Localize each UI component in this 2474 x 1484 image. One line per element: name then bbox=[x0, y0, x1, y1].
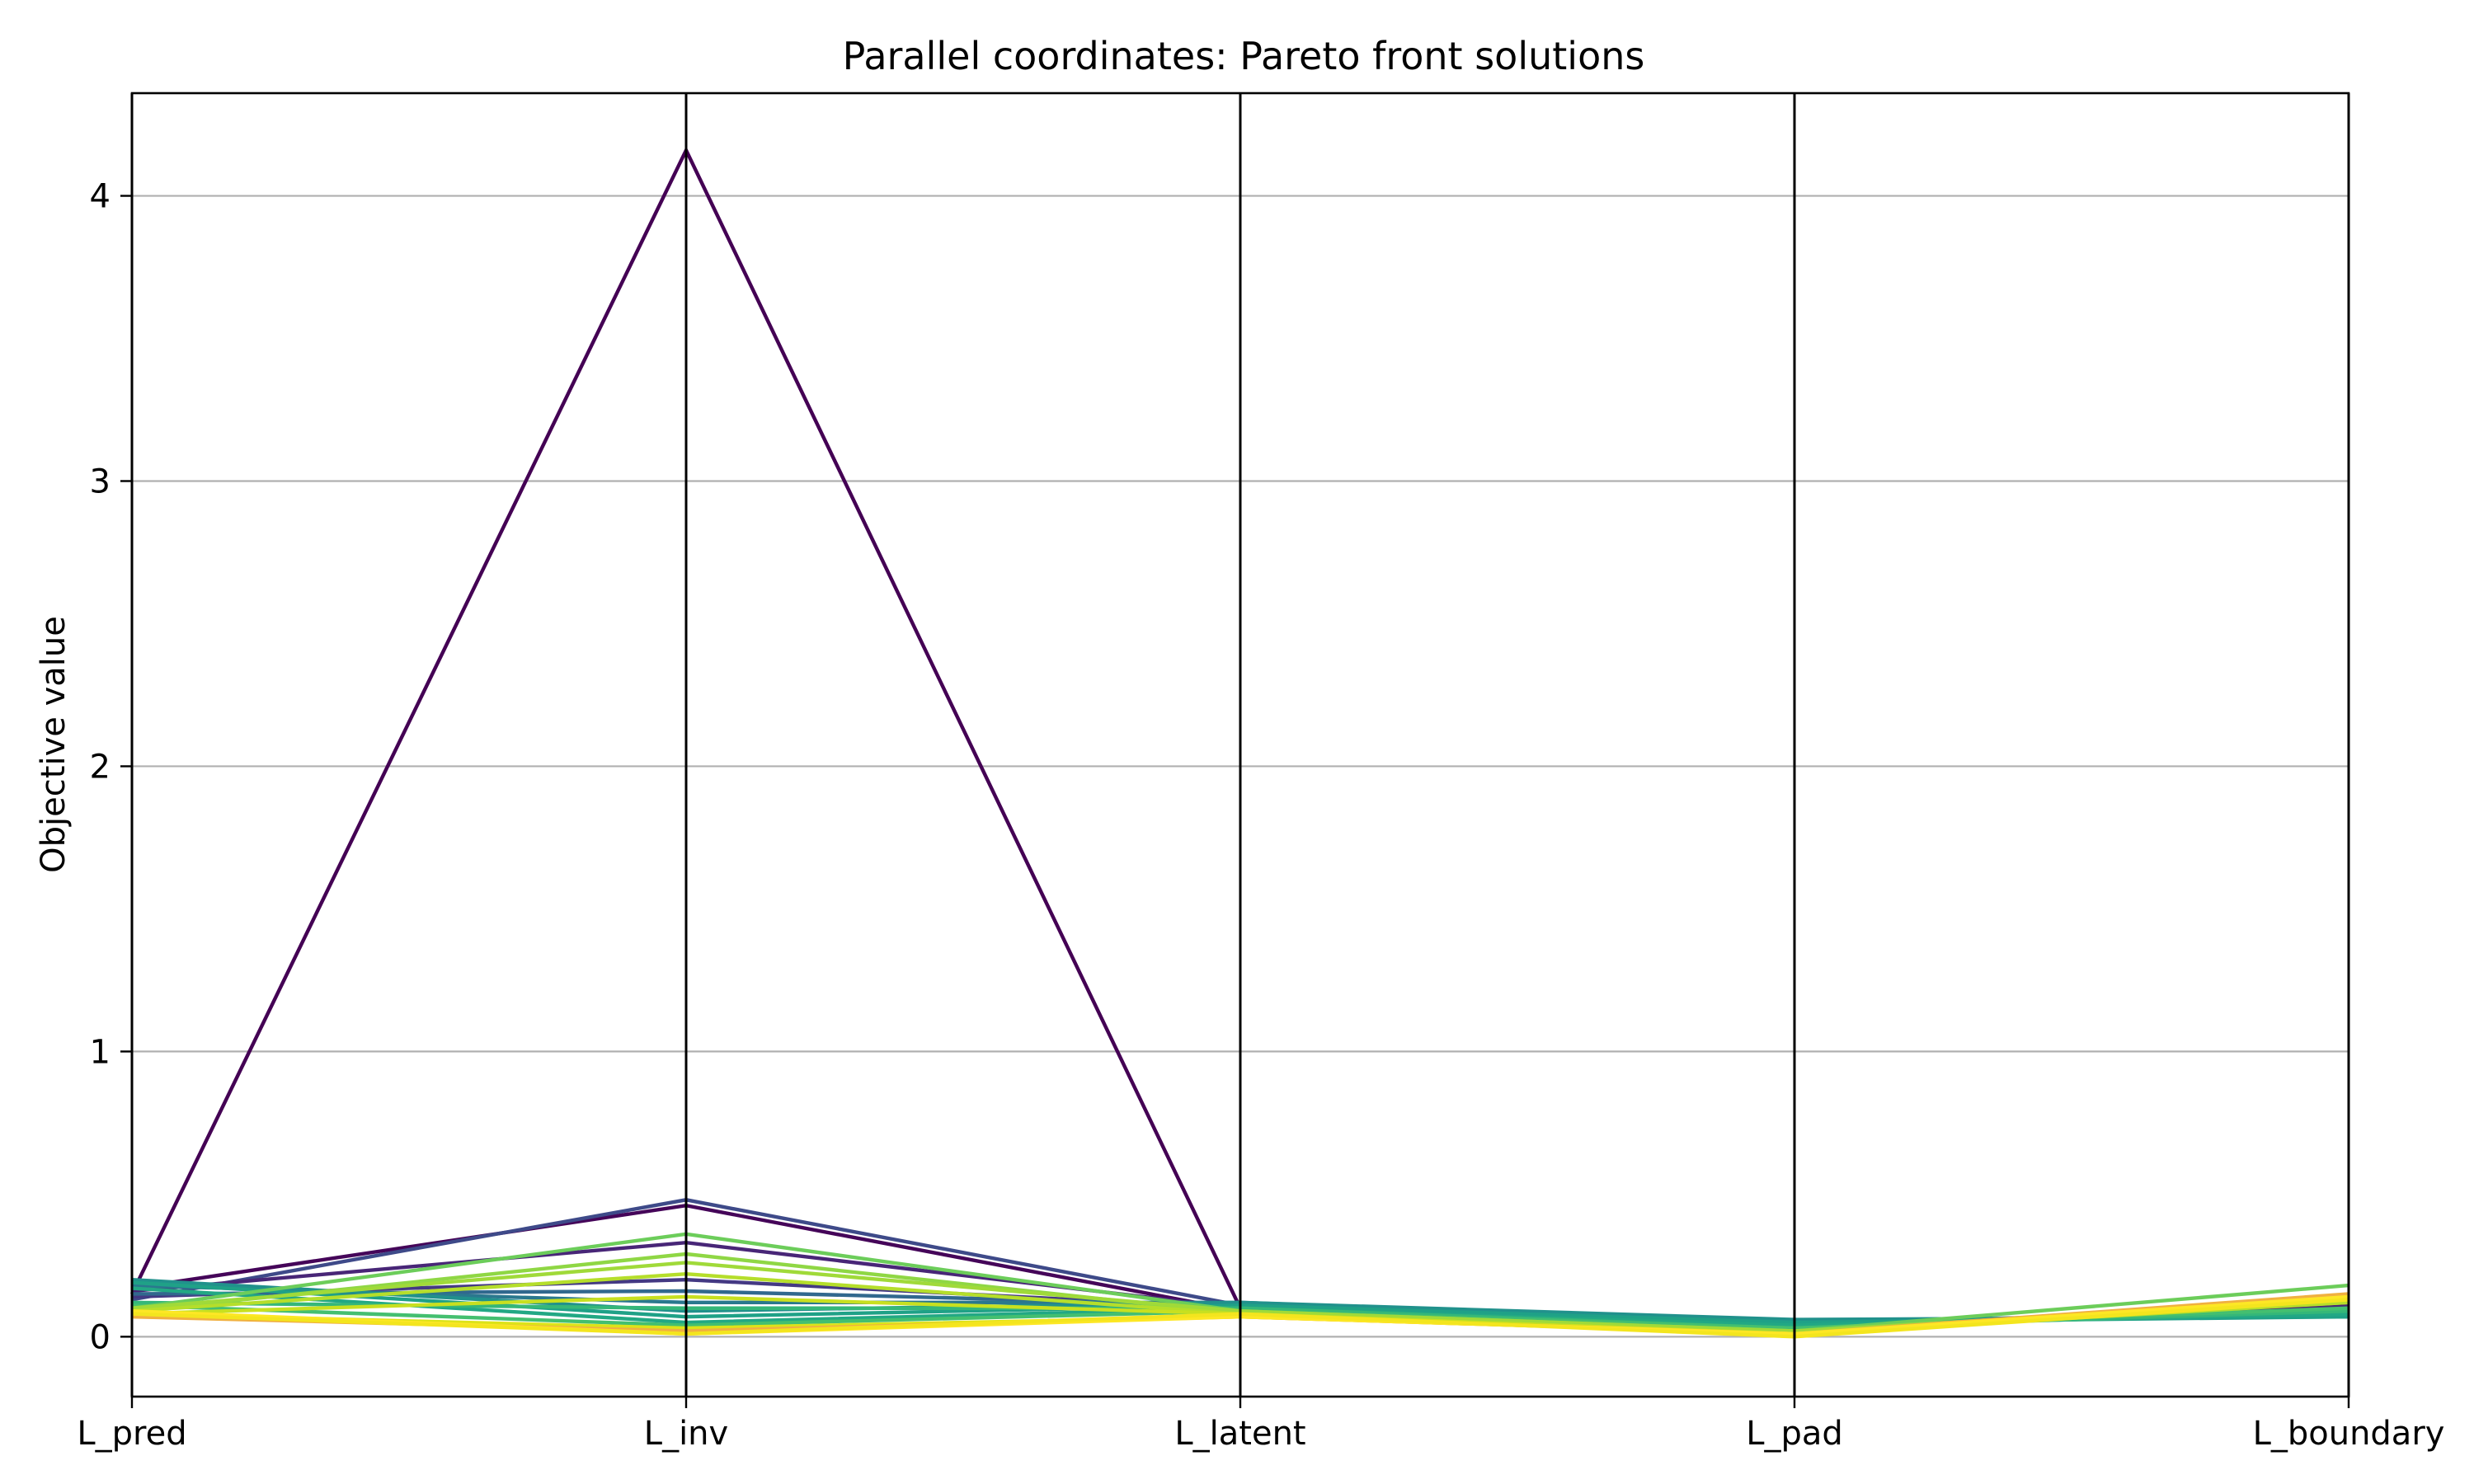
x-tick-label: L_pred bbox=[77, 1415, 186, 1453]
y-tick-label: 1 bbox=[90, 1033, 111, 1071]
y-axis-label: Objective value bbox=[35, 616, 73, 873]
y-tick-label: 4 bbox=[90, 178, 111, 216]
y-tick-label: 2 bbox=[90, 748, 111, 786]
tick-labels: 0 1 2 3 4 L_pred L_inv L_latent L_pad L_boundary bbox=[77, 178, 2444, 1453]
chart-title: Parallel coordinates: Pareto front solut… bbox=[843, 34, 1645, 78]
x-tick-label: L_inv bbox=[644, 1415, 728, 1453]
parallel-axes bbox=[130, 93, 2350, 1397]
x-tick-label: L_latent bbox=[1174, 1415, 1305, 1453]
x-tick-label: L_pad bbox=[1746, 1415, 1843, 1453]
x-tick-label: L_boundary bbox=[2253, 1415, 2445, 1453]
plot-frame bbox=[130, 92, 2350, 1398]
y-tick-label: 0 bbox=[90, 1318, 111, 1356]
y-tick-label: 3 bbox=[90, 463, 111, 500]
